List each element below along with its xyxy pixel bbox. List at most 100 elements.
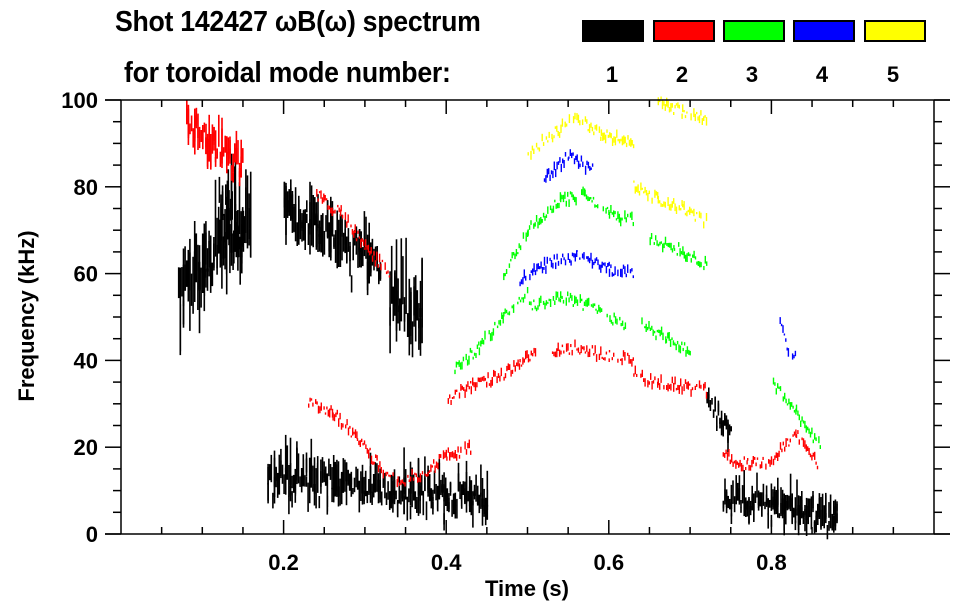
spectral-mark bbox=[242, 148, 244, 163]
spectral-mark bbox=[789, 402, 791, 410]
spectral-mark bbox=[321, 457, 324, 483]
spectral-mark bbox=[583, 301, 586, 306]
spectral-mark bbox=[246, 175, 249, 249]
spectral-mark bbox=[691, 210, 694, 214]
spectral-mark bbox=[201, 233, 204, 274]
spectral-mark bbox=[281, 464, 284, 484]
spectral-mark bbox=[447, 447, 449, 453]
spectral-mark bbox=[795, 434, 798, 438]
spectral-mark bbox=[222, 147, 225, 157]
spectral-mark bbox=[380, 263, 382, 271]
spectral-mark bbox=[784, 446, 786, 452]
spectral-mark bbox=[805, 505, 808, 536]
spectral-mark bbox=[813, 521, 816, 534]
spectral-mark bbox=[599, 307, 601, 313]
spectral-mark bbox=[448, 493, 450, 511]
spectral-mark bbox=[575, 296, 577, 303]
spectral-mark bbox=[323, 193, 325, 203]
spectral-mark bbox=[634, 365, 636, 375]
spectral-mark bbox=[377, 465, 380, 473]
spectral-mark bbox=[703, 383, 705, 391]
spectral-mark bbox=[648, 190, 650, 195]
spectral-mark bbox=[305, 476, 308, 487]
spectral-mark bbox=[640, 182, 642, 191]
spectral-mark bbox=[366, 490, 369, 504]
spectral-mark bbox=[294, 187, 297, 242]
spectral-mark bbox=[593, 353, 595, 356]
spectral-mark bbox=[349, 425, 351, 429]
spectral-mark bbox=[807, 498, 809, 525]
spectral-mark bbox=[403, 481, 405, 485]
spectral-mark bbox=[621, 217, 623, 221]
spectral-mark bbox=[588, 297, 590, 306]
spectral-mark bbox=[351, 229, 354, 235]
spectral-mark bbox=[667, 197, 669, 206]
spectral-mark bbox=[779, 317, 781, 324]
spectral-mark bbox=[357, 230, 359, 234]
spectral-mark bbox=[797, 430, 799, 434]
spectral-mark bbox=[411, 321, 414, 358]
spectral-mark bbox=[557, 130, 559, 137]
spectral-mark bbox=[815, 437, 817, 441]
spectral-mark bbox=[740, 500, 742, 508]
spectral-mark bbox=[682, 246, 684, 256]
y-tick-label: 40 bbox=[74, 348, 98, 373]
spectral-mark bbox=[480, 377, 482, 382]
spectral-mark bbox=[761, 461, 763, 469]
spectral-mark bbox=[533, 263, 535, 272]
spectral-mark bbox=[574, 295, 576, 305]
spectral-mark bbox=[808, 447, 810, 455]
spectral-mark bbox=[431, 465, 433, 468]
spectral-mark bbox=[712, 409, 715, 418]
spectral-mark bbox=[819, 445, 821, 449]
spectral-mark bbox=[369, 447, 371, 451]
spectral-mark bbox=[306, 213, 308, 223]
legend-swatch-n4 bbox=[793, 20, 855, 42]
spectral-mark bbox=[454, 369, 456, 375]
spectral-mark bbox=[448, 502, 450, 513]
spectral-mark bbox=[451, 397, 454, 399]
spectral-mark bbox=[569, 292, 572, 299]
spectral-mark bbox=[528, 225, 531, 230]
spectral-mark bbox=[470, 381, 472, 384]
spectral-mark bbox=[557, 161, 560, 165]
spectral-mark bbox=[595, 124, 598, 131]
spectral-mark bbox=[795, 429, 797, 438]
spectral-mark bbox=[364, 480, 367, 497]
spectral-mark bbox=[590, 252, 592, 261]
legend-label-n4: 4 bbox=[815, 62, 829, 87]
spectral-mark bbox=[273, 450, 276, 487]
spectral-mark bbox=[361, 238, 363, 242]
spectral-mark bbox=[654, 376, 656, 381]
spectral-mark bbox=[576, 113, 578, 121]
tick-labels: 0.2 0.4 0.6 0.8 0 20 40 60 80 100 bbox=[61, 88, 786, 575]
spectral-mark bbox=[487, 372, 489, 379]
spectral-mark bbox=[564, 259, 567, 266]
spectral-mark bbox=[378, 270, 380, 283]
spectral-mark bbox=[786, 494, 789, 511]
spectral-mark bbox=[200, 132, 202, 139]
spectral-mark bbox=[418, 318, 420, 350]
spectral-mark bbox=[299, 476, 301, 487]
spectral-mark bbox=[285, 182, 287, 236]
spectral-mark bbox=[422, 490, 425, 516]
spectral-mark bbox=[283, 474, 285, 494]
spectral-mark bbox=[541, 267, 544, 274]
spectral-mark bbox=[598, 264, 601, 270]
spectral-mark bbox=[376, 251, 378, 261]
spectral-mark bbox=[672, 340, 675, 346]
spectral-mark bbox=[516, 362, 518, 367]
spectral-mark bbox=[384, 262, 386, 270]
spectral-mark bbox=[278, 454, 281, 480]
spectral-mark bbox=[211, 264, 214, 287]
spectral-mark bbox=[472, 377, 474, 386]
spectral-mark bbox=[336, 464, 338, 497]
spectral-mark bbox=[498, 320, 500, 325]
spectral-mark bbox=[192, 256, 194, 314]
spectral-mark bbox=[241, 234, 243, 274]
spectral-mark bbox=[759, 464, 761, 469]
spectral-mark bbox=[320, 190, 322, 199]
spectral-mark bbox=[481, 478, 484, 507]
spectral-mark bbox=[678, 104, 680, 109]
spectral-mark bbox=[288, 495, 290, 515]
